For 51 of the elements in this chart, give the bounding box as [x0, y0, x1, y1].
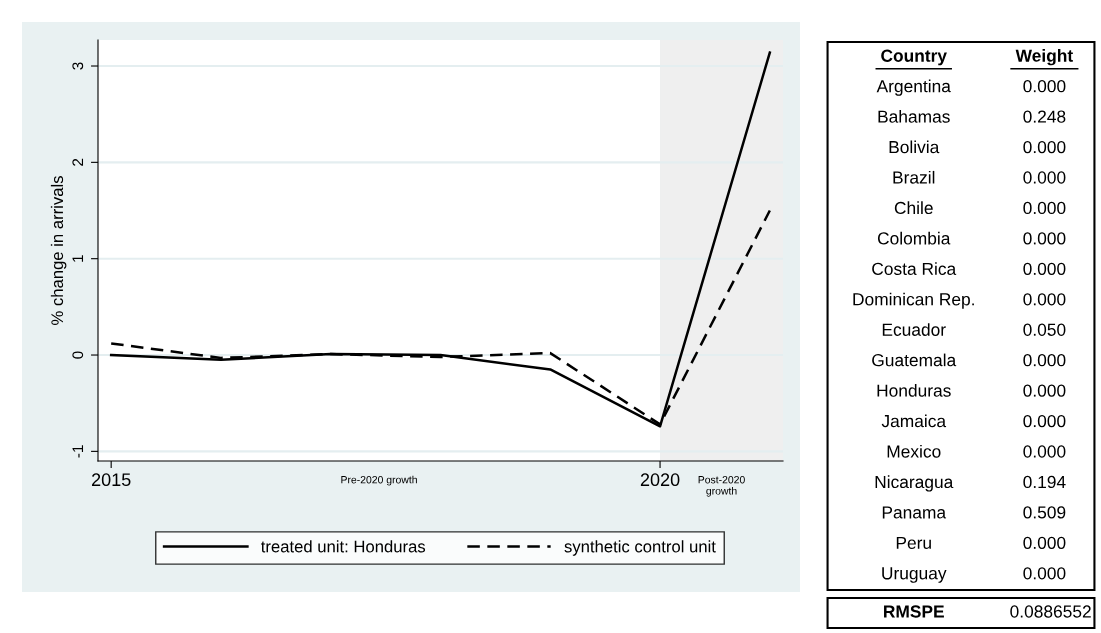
- text: Country: [881, 49, 947, 66]
- text: 0.000: [1023, 414, 1066, 428]
- text: 0.000: [1023, 536, 1066, 549]
- text: Honduras: [877, 384, 951, 397]
- text: Chile: [894, 201, 933, 215]
- y-tick-label: 1: [72, 255, 84, 262]
- text: Jamaica: [881, 414, 947, 428]
- text: 0.000: [1023, 354, 1066, 367]
- text: RMSPE: [884, 605, 944, 618]
- text: 0.194: [1023, 475, 1066, 489]
- text: Colombia: [877, 231, 951, 245]
- text: 0.050: [1023, 323, 1066, 336]
- text: Argentina: [876, 79, 951, 96]
- text: Dominican Rep.: [853, 292, 974, 309]
- text: Brazil: [893, 170, 935, 184]
- text: 0.000: [1023, 171, 1066, 184]
- y-axis-title: % change in arrivals: [50, 176, 67, 325]
- text: 0.000: [1023, 201, 1066, 215]
- text: 0.000: [1023, 445, 1066, 458]
- x-tick-label: 2015: [92, 473, 131, 487]
- y-tick-label: 0: [72, 351, 84, 359]
- text: 0.000: [1023, 80, 1066, 93]
- y-tick-label: -1: [72, 445, 84, 458]
- text: Panama: [882, 506, 947, 519]
- text: 0.509: [1023, 506, 1066, 519]
- text: Uruguay: [882, 567, 947, 583]
- text: Mexico: [887, 444, 941, 458]
- text: Costa Rica: [872, 262, 957, 275]
- x-tick-label: 2020: [640, 473, 680, 487]
- text: 0.000: [1023, 262, 1066, 275]
- legend-label: synthetic control unit: [564, 540, 716, 556]
- line-series: [109, 51, 772, 428]
- text: Guatemala: [872, 353, 957, 367]
- text: 0.000: [1023, 293, 1066, 306]
- text: 0.248: [1023, 110, 1066, 123]
- text: 0.000: [1023, 567, 1066, 580]
- y-tick-label: 3: [72, 62, 84, 70]
- band-label: Pre-2020 growth: [341, 475, 417, 486]
- text: 0.000: [1023, 384, 1066, 397]
- text: 0.000: [1023, 232, 1066, 245]
- text: Bolivia: [889, 140, 940, 154]
- text: Weight: [1015, 49, 1073, 66]
- text: Nicaragua: [875, 475, 954, 492]
- text: 0.0886552: [1010, 605, 1091, 618]
- text: 0.000: [1023, 140, 1066, 154]
- text: Peru: [896, 536, 931, 549]
- text: Bahamas: [878, 110, 950, 123]
- y-tick-label: 2: [72, 158, 84, 166]
- band-label: Post-2020 growth: [698, 476, 745, 497]
- text: Ecuador: [882, 323, 946, 336]
- legend-label: treated unit: Honduras: [261, 540, 426, 553]
